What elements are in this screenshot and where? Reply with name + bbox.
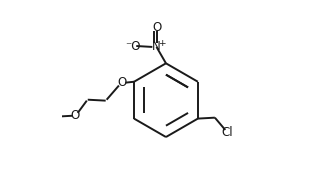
Text: Cl: Cl — [221, 126, 233, 139]
Text: +: + — [158, 39, 165, 48]
Text: O: O — [152, 21, 161, 34]
Text: N: N — [152, 40, 161, 53]
Text: O: O — [71, 109, 80, 122]
Text: ⁻O: ⁻O — [125, 40, 141, 53]
Text: O: O — [117, 76, 126, 89]
